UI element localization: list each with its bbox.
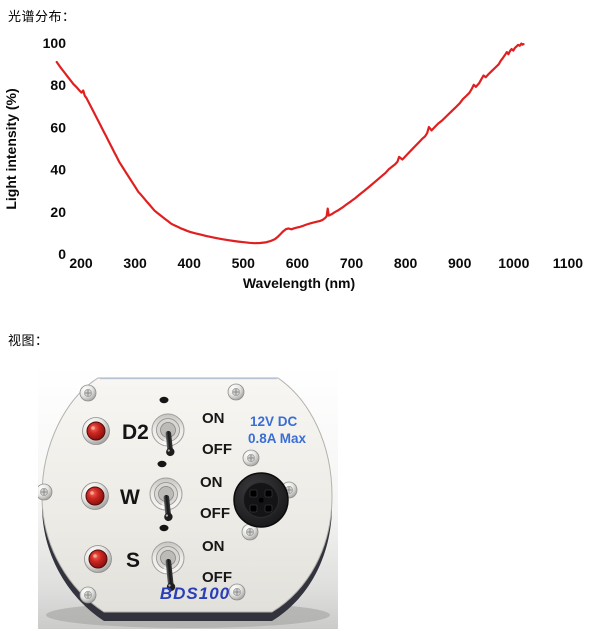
x-tick-label: 300 [123,255,147,271]
on-label-s: ON [202,538,225,555]
toggle-switches [149,396,185,592]
y-tick-label: 20 [50,204,66,220]
led-indicators [81,417,112,573]
led-indicator-s [84,545,112,573]
channel-label-d2: D2 [122,421,149,444]
power-connector-icon [233,472,289,528]
y-tick-label: 40 [50,162,66,178]
y-tick-label: 100 [43,35,67,51]
channel-label-w: W [120,486,140,509]
led-indicator-d2 [82,417,110,445]
x-tick-label: 700 [340,255,364,271]
screw-icon [38,483,53,501]
channel-label-s: S [126,549,140,572]
device-photo-bds100: D2 W S ON OFF ON OFF ON OFF 12V DC 0.8A … [38,366,338,629]
x-tick-label: 1000 [498,255,529,271]
off-label-w: OFF [200,505,230,522]
toggle-switch-s [151,524,185,592]
x-axis-tick-labels: 200 300 400 500 600 700 800 900 1000 1100 [69,255,583,271]
x-axis-title: Wavelength (nm) [243,275,355,291]
device-faceplate [41,377,333,613]
screws [38,383,298,604]
y-axis-tick-labels: 0 20 40 60 80 100 [43,35,67,262]
x-tick-label: 500 [232,255,256,271]
spectrum-curve [55,42,525,245]
toggle-switch-d2 [151,396,185,457]
x-tick-label: 400 [178,255,202,271]
screw-icon [228,583,246,601]
model-logo-bds100: BDS100 [160,584,230,603]
view-label: 视图： [8,333,49,348]
off-label-d2: OFF [202,441,232,458]
power-rating-line2: 0.8A Max [248,431,307,446]
screw-icon [79,384,97,402]
y-tick-label: 80 [50,77,66,93]
spectral-distribution-chart: Light intensity (%) Wavelength (nm) 0 20 4… [3,35,583,291]
y-tick-label: 0 [58,246,66,262]
screw-icon [241,523,259,541]
on-label-d2: ON [202,410,225,427]
y-tick-label: 60 [50,119,66,135]
y-axis-title: Light intensity (%) [3,88,19,209]
screw-icon [79,586,97,604]
x-tick-label: 800 [394,255,418,271]
off-label-s: OFF [202,569,232,586]
screw-icon [242,449,260,467]
x-tick-label: 200 [69,255,93,271]
screw-icon [227,383,245,401]
x-tick-label: 900 [448,255,472,271]
power-rating-line1: 12V DC [250,414,298,429]
spectral-distribution-label: 光谱分布： [8,9,76,24]
x-tick-label: 600 [286,255,310,271]
x-tick-label: 1100 [553,255,584,271]
toggle-switch-w [149,460,183,522]
on-label-w: ON [200,474,223,491]
led-indicator-w [81,482,109,510]
